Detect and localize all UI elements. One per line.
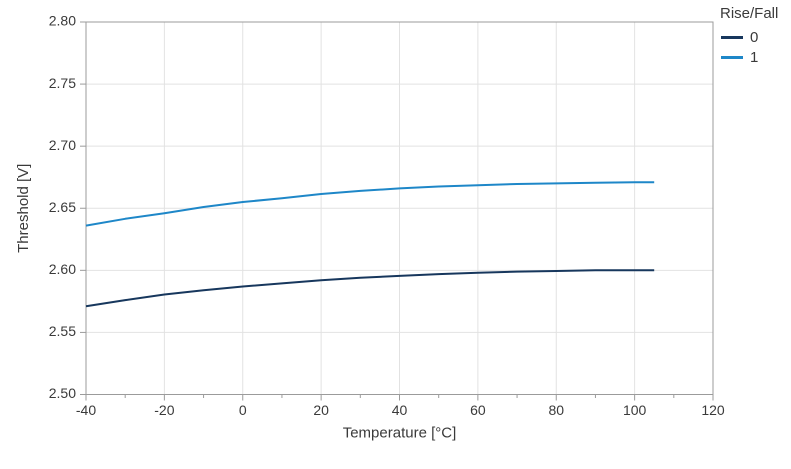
legend-item-label-1: 1 <box>750 48 759 66</box>
y-tick-label: 2.60 <box>49 261 76 277</box>
y-tick-label: 2.55 <box>49 323 76 339</box>
y-tick-label: 2.70 <box>49 137 76 153</box>
x-tick-label: 120 <box>701 402 725 418</box>
legend-swatch-1 <box>721 55 743 59</box>
x-tick-label: -40 <box>76 402 96 418</box>
x-tick-label: 20 <box>313 402 329 418</box>
y-tick-label: 2.50 <box>49 385 76 401</box>
x-tick-label: 80 <box>548 402 564 418</box>
legend-item-1: 1 <box>721 47 778 67</box>
x-tick-label: 40 <box>392 402 408 418</box>
x-axis-title: Temperature [°C] <box>343 424 457 441</box>
legend-item-label-0: 0 <box>750 28 759 46</box>
y-tick-label: 2.75 <box>49 75 76 91</box>
legend-title: Rise/Fall <box>720 5 779 22</box>
legend: Rise/Fall 0 1 <box>718 5 778 67</box>
y-tick-label: 2.80 <box>49 13 76 29</box>
x-tick-label: -20 <box>154 402 174 418</box>
x-tick-label: 0 <box>239 402 247 418</box>
legend-swatch-0 <box>721 35 743 39</box>
x-tick-label: 60 <box>470 402 486 418</box>
series-line-0 <box>85 269 655 308</box>
y-tick-label: 2.65 <box>49 199 76 215</box>
x-tick-label: 100 <box>623 402 647 418</box>
y-axis-title: Threshold [V] <box>15 164 32 253</box>
legend-item-0: 0 <box>721 27 778 47</box>
series-line-1 <box>85 181 655 227</box>
